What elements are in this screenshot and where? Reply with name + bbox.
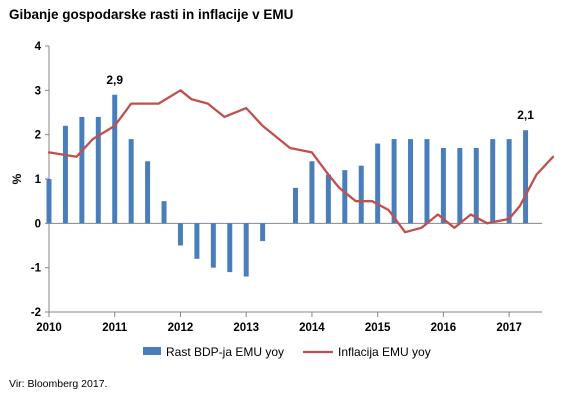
data-label: 2,9 xyxy=(106,73,123,87)
y-tick-label: -1 xyxy=(31,263,42,275)
y-axis-label: % xyxy=(10,173,24,184)
gdp-bar xyxy=(95,116,101,224)
gdp-bar xyxy=(260,223,266,242)
x-tick-label: 2013 xyxy=(233,322,259,334)
gdp-bar xyxy=(408,139,414,224)
inflation-line xyxy=(47,89,555,234)
x-tick-label: 2017 xyxy=(496,322,522,334)
line-series xyxy=(47,89,555,234)
x-tick-label: 2010 xyxy=(36,322,62,334)
legend-label-inflation: Inflacija EMU yoy xyxy=(338,345,431,359)
gdp-bar xyxy=(391,139,397,224)
gdp-bar xyxy=(128,139,134,224)
gdp-bar xyxy=(473,147,479,224)
y-tick-label: 4 xyxy=(35,41,42,53)
gdp-bar xyxy=(309,161,315,224)
x-tick-label: 2016 xyxy=(431,322,457,334)
gdp-bar xyxy=(375,143,381,224)
chart-title: Gibanje gospodarske rasti in inflacije v… xyxy=(9,7,294,22)
legend: Rast BDP-ja EMU yoy Inflacija EMU yoy xyxy=(143,345,431,359)
gdp-bar xyxy=(325,174,331,224)
gdp-bar xyxy=(457,147,463,224)
gdp-bar xyxy=(145,161,151,224)
legend-label-gdp: Rast BDP-ja EMU yoy xyxy=(166,345,284,359)
y-tick-label: 2 xyxy=(35,130,41,142)
y-tick-label: 1 xyxy=(35,174,42,186)
gdp-bar xyxy=(243,223,249,277)
gdp-bar xyxy=(79,116,85,224)
gdp-bar xyxy=(161,201,167,224)
y-tick-label: -2 xyxy=(31,307,41,319)
gdp-bar xyxy=(358,165,364,224)
gdp-bar xyxy=(227,223,233,273)
gdp-bar xyxy=(440,147,446,224)
source-note: Vir: Bloomberg 2017. xyxy=(9,378,108,390)
x-tick-label: 2011 xyxy=(102,322,128,334)
legend-swatch-gdp xyxy=(143,347,161,355)
gdp-bar xyxy=(46,179,52,224)
bar-series xyxy=(46,94,529,277)
y-tick-label: 3 xyxy=(35,85,41,97)
gdp-bar xyxy=(424,139,430,224)
data-label: 2,1 xyxy=(517,108,534,122)
gdp-bar xyxy=(342,170,348,224)
gdp-bar xyxy=(490,139,496,224)
x-tick-label: 2015 xyxy=(365,322,391,334)
gdp-bar xyxy=(194,223,200,259)
gdp-bar xyxy=(210,223,216,268)
gdp-bar xyxy=(177,223,183,246)
gdp-bar xyxy=(293,187,298,224)
x-tick-label: 2012 xyxy=(168,322,194,334)
gdp-bar xyxy=(523,130,529,224)
data-labels: 2,9 2,1 xyxy=(106,73,534,122)
x-tick-label: 2014 xyxy=(299,322,325,334)
gdp-bar xyxy=(112,94,118,224)
gdp-bar xyxy=(62,125,68,224)
y-tick-label: 0 xyxy=(35,218,41,230)
gdp-bar xyxy=(506,139,512,224)
